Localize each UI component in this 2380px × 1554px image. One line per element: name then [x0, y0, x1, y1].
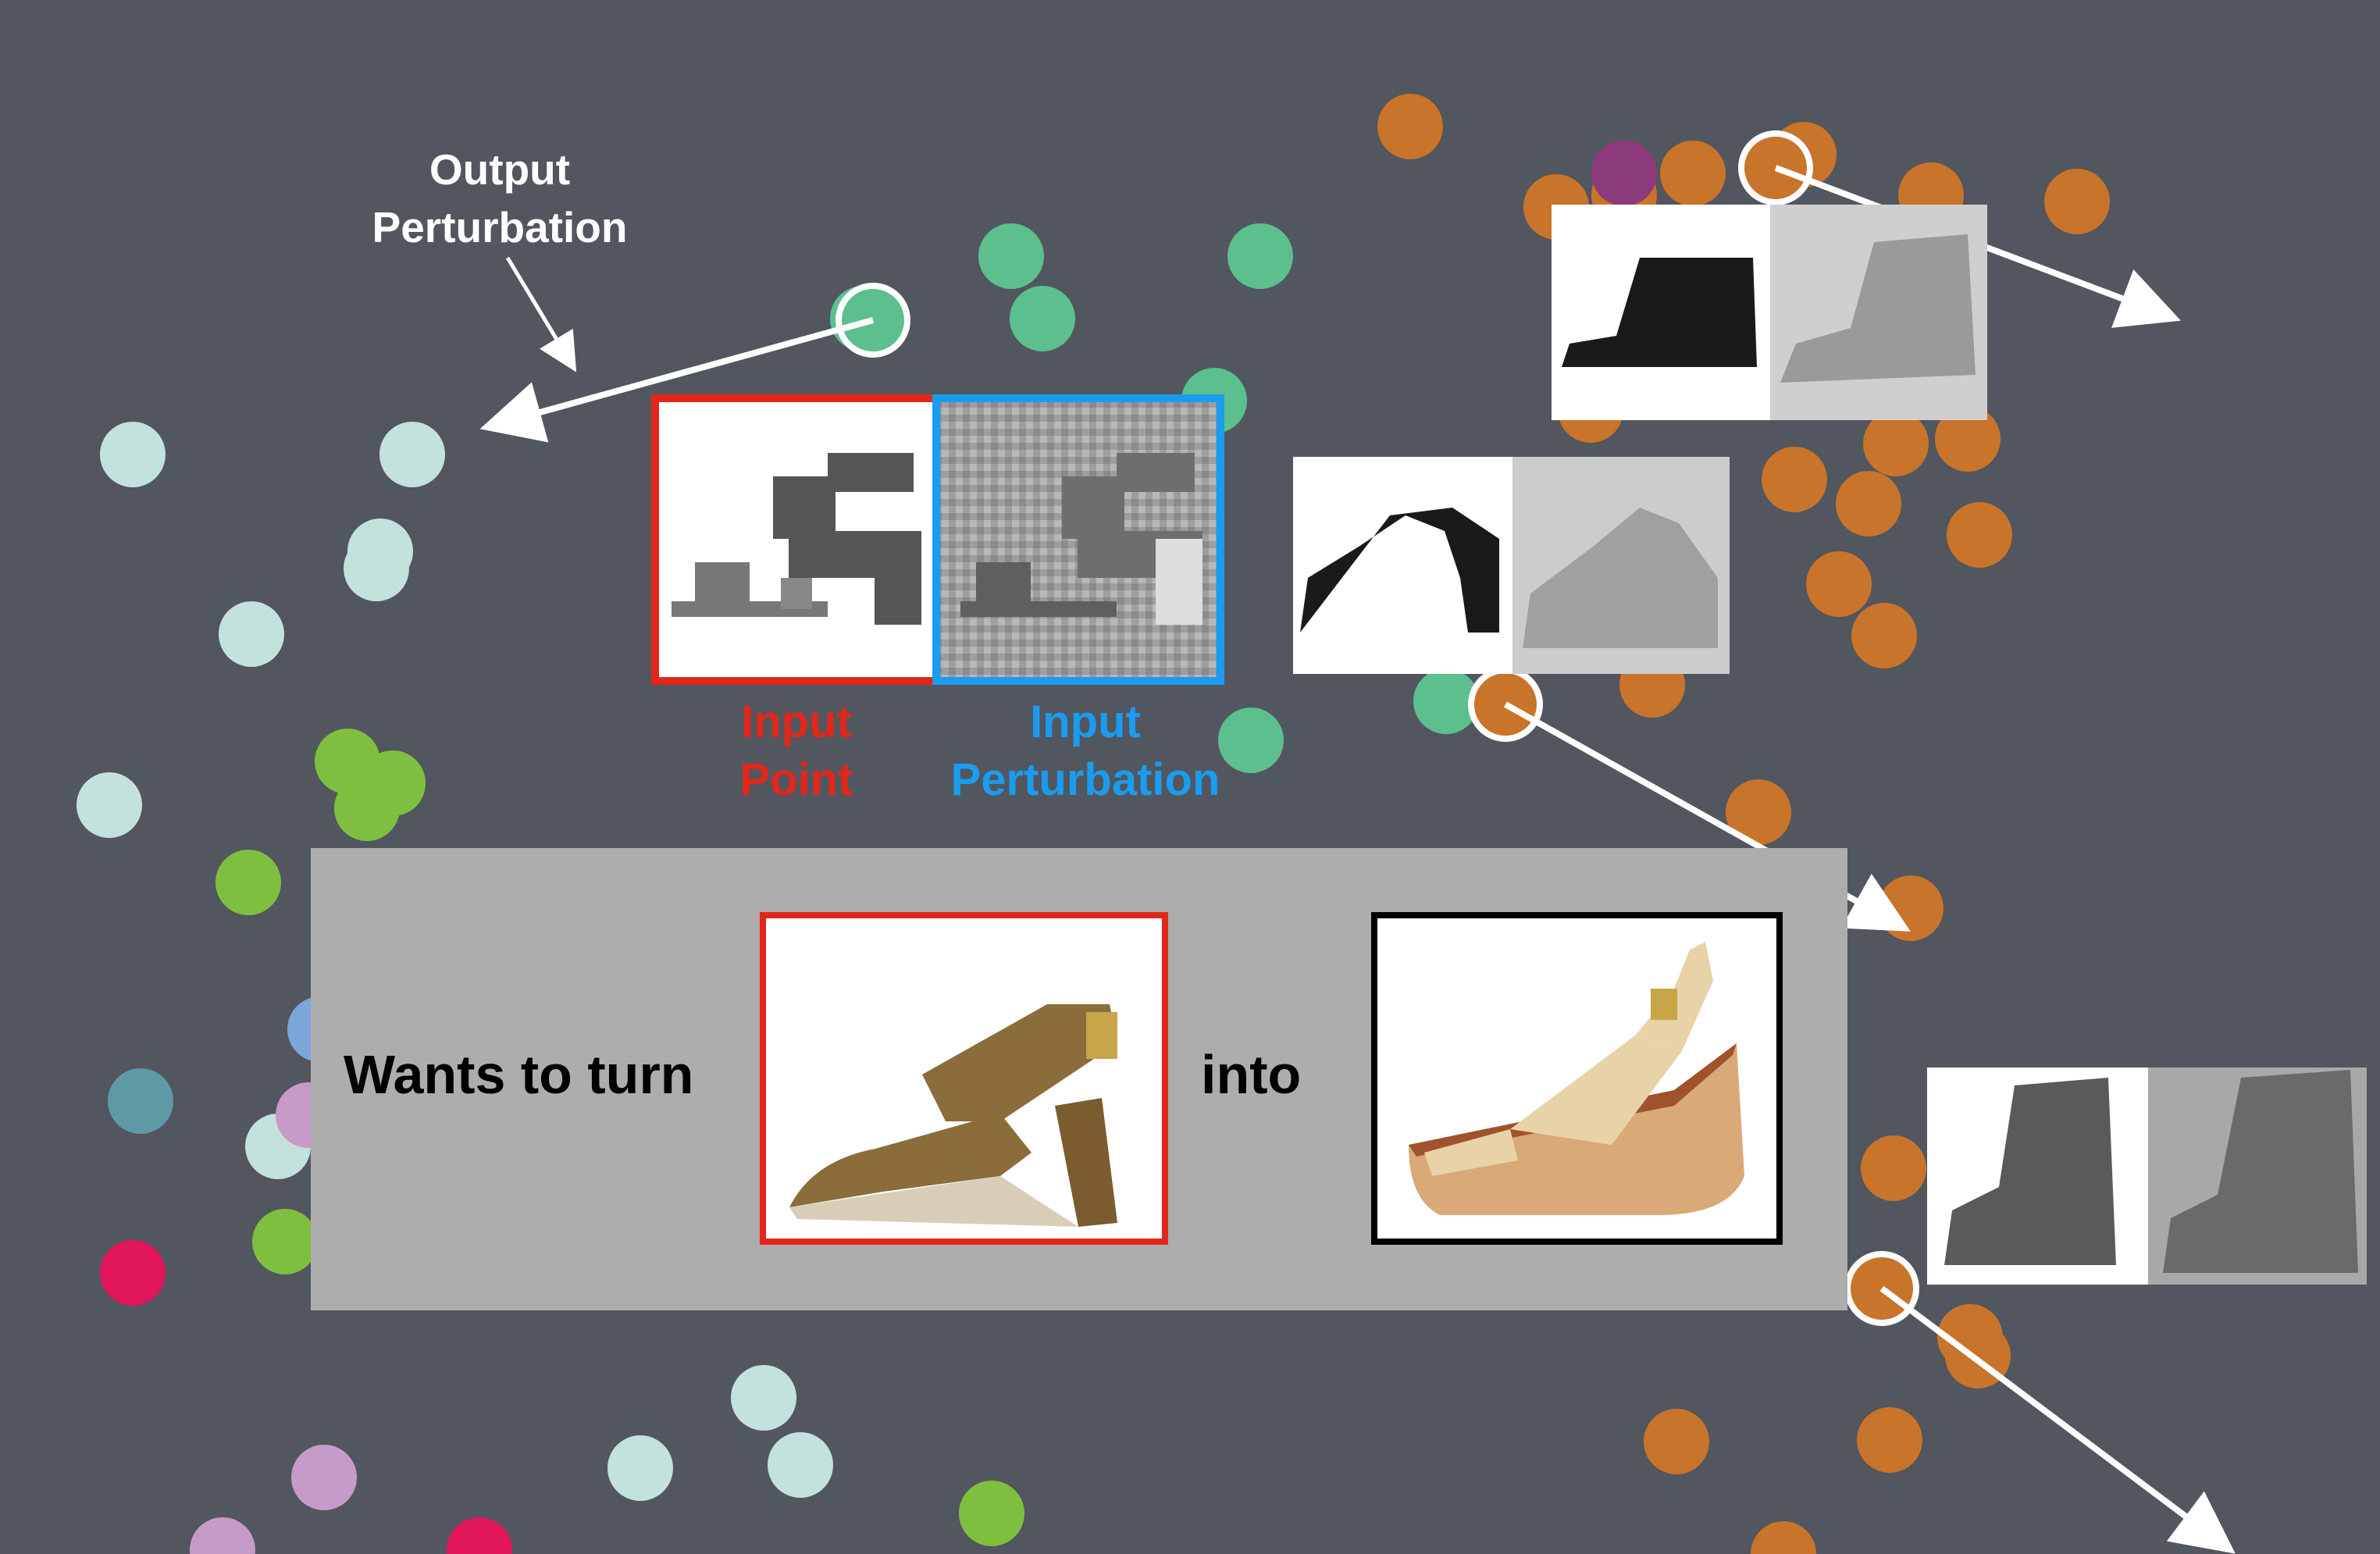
- lime-cluster: [216, 729, 1024, 1546]
- wedge-sandal-icon: [1409, 942, 1744, 1215]
- target-shoe-photo: [1371, 912, 1783, 1245]
- teal-dot: [108, 1068, 173, 1134]
- boot-pair-middle: [1293, 457, 1730, 674]
- output-perturbation-label: Output Perturbation: [372, 145, 628, 251]
- purple-dot: [1591, 141, 1657, 206]
- lavender-dot: [291, 1445, 357, 1510]
- output-perturbation-arrow: [479, 256, 910, 443]
- panel-prefix-text: Wants to turn: [344, 1044, 694, 1105]
- sandal-icon: [789, 1004, 1117, 1227]
- panel-connector-text: into: [1201, 1044, 1302, 1105]
- input-point-label: Input Point: [739, 697, 853, 805]
- crimson-dot: [100, 1240, 166, 1306]
- lavender-dot: [190, 1517, 255, 1554]
- boot-pair-bottom: [1927, 1067, 2367, 1285]
- boot-pair-top: [1552, 205, 1987, 420]
- callout-pointer: [505, 256, 577, 372]
- crimson-dot: [447, 1517, 512, 1554]
- input-perturbation-label: Input Perturbation: [950, 697, 1220, 805]
- input-point-image: [651, 394, 940, 685]
- input-perturbation-image: [932, 394, 1224, 685]
- source-shoe-photo: [760, 912, 1168, 1245]
- query-panel: Wants to turn into: [311, 848, 1847, 1310]
- orange-arrow-bottom: [1844, 1251, 2236, 1554]
